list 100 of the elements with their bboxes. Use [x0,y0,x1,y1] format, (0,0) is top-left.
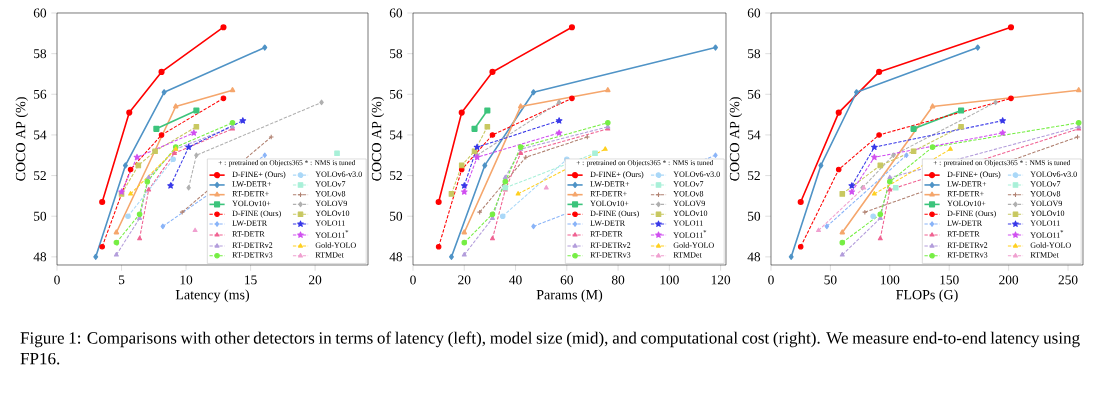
y-tick-label: 54 [390,130,403,140]
legend-label: RT-DETR+ [232,191,269,197]
legend-label: RTMDet [1030,252,1059,258]
caption: Figure 1: Comparisons with other detectors in terms of latency (left), model size (mid), and computational cost (right). We measure end-to-end latency using FP16. [20,331,1080,365]
legend-label: RT-DETR+ [590,191,627,197]
x-tick-label: 60 [560,275,573,285]
x-tick-label: 5 [118,275,125,285]
legend-label: LW-DETR [947,220,983,226]
legend-label: YOLO11 [315,220,345,226]
y-tick-label: 54 [748,130,761,140]
legend-label: YOLOV9 [1030,200,1062,207]
y-tick-label: 48 [389,252,403,262]
x-tick-label: 50 [824,275,837,285]
legend-label: D-FINE (Ours) [947,210,996,218]
x-axis-title: Params (M) [536,289,603,303]
x-tick-label: 150 [940,275,959,285]
x-axis-title: FLOPs (G) [896,289,958,303]
legend-label: D-FINE+ (Ours) [590,171,644,179]
x-tick-label: 200 [999,275,1019,285]
x-tick-label: 120 [711,275,731,285]
legend-label: YOLOv6-v3.0 [315,171,362,177]
legend-label: RT-DETRv3 [590,252,631,258]
legend-label: YOLOv7 [1030,181,1061,187]
legend-label: YOLOv8 [1030,190,1061,197]
y-tick-label: 54 [34,130,47,140]
legend-label: YOLOv7 [673,181,704,187]
legend-label: RT-DETR [590,231,623,237]
y-tick-label: 52 [390,171,402,181]
legend-label: RT-DETRv2 [232,242,273,248]
y-axis-title: COCO AP (%) [15,97,29,181]
legend-label: D-FINE (Ours) [232,210,281,218]
legend-label: YOLOV9 [315,200,347,207]
x-tick-label: 250 [1058,275,1078,285]
y-tick-label: 58 [748,49,761,59]
x-tick-label: 80 [611,275,625,285]
legend-label: YOLOv7 [315,181,346,187]
x-tick-label: 40 [509,275,522,285]
legend-label: YOLOv10 [1030,210,1065,216]
legend-label: D-FINE+ (Ours) [947,171,1001,179]
legend-label: RTMDet [673,252,702,258]
x-axis-title: Latency (ms) [175,289,250,303]
y-tick-label: 60 [747,8,761,18]
y-tick-label: 52 [34,171,46,181]
x-tick-label: 10 [180,275,193,285]
legend-label: YOLO11 [1030,220,1060,226]
legend-label: LW-DETR [590,220,626,226]
y-tick-label: 60 [389,8,403,18]
y-tick-label: 50 [34,211,47,221]
legend-label: YOLOv10+ [590,200,629,207]
x-tick-label: 0 [54,275,60,285]
x-tick-label: 100 [660,275,679,285]
x-tick-label: 15 [245,275,257,285]
x-tick-label: 20 [309,275,322,285]
legend-label: RT-DETRv3 [947,252,988,258]
legend-label: RT-DETR [947,231,980,237]
y-tick-label: 48 [33,252,47,262]
x-tick-label: 0 [410,275,416,285]
legend-label: YOLOv8 [315,190,346,197]
legend-label: YOLOv8 [673,190,704,197]
x-tick-label: 100 [880,275,900,285]
legend-label: YOLOV9 [673,200,705,207]
legend-label: YOLOv10 [673,210,708,216]
legend-label: Gold-YOLO [673,242,714,248]
y-tick-label: 48 [747,252,761,262]
x-tick-label: 0 [768,275,774,285]
legend-label: RT-DETR [232,231,265,237]
legend-label: RTMDet [315,252,344,258]
y-tick-label: 50 [748,211,761,221]
legend-label: YOLO11$^{*}$ [1030,230,1064,238]
legend-label: LW-DETR+ [232,181,272,187]
legend-label: YOLOv6-v3.0 [1030,171,1077,177]
legend-label: YOLOv10 [315,210,350,216]
y-tick-label: 56 [34,89,47,99]
y-axis-title: COCO AP (%) [729,97,743,181]
legend-label: LW-DETR+ [947,181,987,187]
legend-label: D-FINE (Ours) [590,210,639,218]
y-tick-label: 52 [748,171,760,181]
legend-label: Gold-YOLO [315,242,356,248]
legend-label: RT-DETRv2 [947,242,988,248]
x-tick-label: 20 [458,275,471,285]
legend-label: Gold-YOLO [1030,242,1071,248]
y-axis-title: COCO AP (%) [371,97,385,181]
legend-label: YOLOv10+ [232,200,271,207]
legend-label: RT-DETRv2 [590,242,631,248]
legend-label: YOLOv6-v3.0 [673,171,720,177]
legend-label: RT-DETRv3 [232,252,273,258]
legend-label: YOLOv10+ [947,200,986,207]
y-tick-label: 60 [33,8,47,18]
legend-label: YOLO11$^{*}$ [315,230,349,238]
y-tick-label: 58 [34,49,47,59]
y-tick-label: 50 [390,211,403,221]
legend-label: YOLO11$^{*}$ [673,230,707,238]
legend-label: D-FINE+ (Ours) [232,171,286,179]
legend-label: RT-DETR+ [947,191,984,197]
y-tick-label: 58 [390,49,403,59]
legend-label: YOLO11 [673,220,703,226]
legend-label: LW-DETR [232,220,268,226]
legend-label: LW-DETR+ [590,181,630,187]
y-tick-label: 56 [748,89,761,99]
y-tick-label: 56 [390,89,403,99]
